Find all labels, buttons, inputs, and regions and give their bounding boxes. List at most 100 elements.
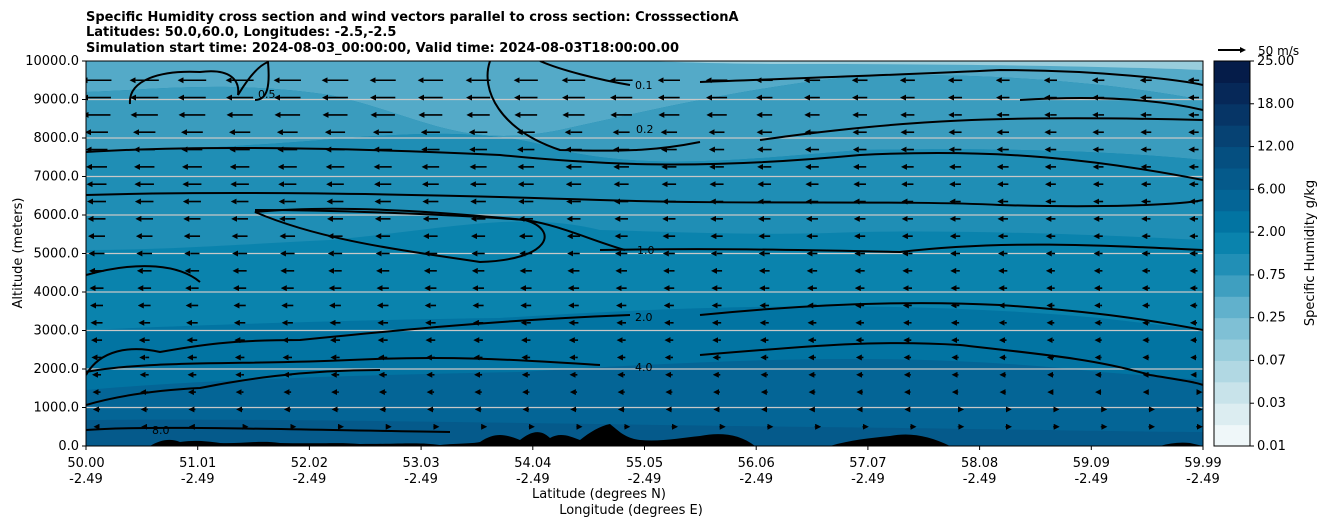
colorbar-tick-label: 12.00 (1257, 140, 1294, 155)
x-tick-label-lat: 58.08 (961, 456, 998, 471)
colorbar-segment (1214, 317, 1250, 340)
colorbar-segment (1214, 82, 1250, 105)
y-tick-label: 5000.0 (34, 247, 80, 262)
x-tick-label-lon: -2.49 (628, 472, 662, 487)
colorbar-tick-label: 0.75 (1257, 268, 1286, 283)
humidity-band-dry-upper (86, 61, 1203, 136)
x-tick-label-lat: 50.00 (67, 456, 104, 471)
contour-line-0-5-top (128, 61, 270, 105)
contour-labels: 0.1 0.2 0.5 1.0 2.0 4.0 8.0 (152, 79, 655, 437)
y-tick-label: 2000.0 (34, 362, 80, 377)
colorbar-segment (1214, 253, 1250, 276)
contour-label-0-1: 0.1 (635, 79, 653, 92)
y-tick-label: 3000.0 (34, 324, 80, 339)
terrain-silhouette (86, 424, 1203, 446)
x-tick-label-lat: 52.02 (291, 456, 328, 471)
colorbar-segment (1214, 274, 1250, 297)
contour-line-1 (86, 243, 1203, 283)
colorbar-ticks: 0.01 0.03 0.07 0.25 0.75 2.00 6.00 12.00 18.00 25… (1250, 54, 1294, 454)
x-tick-label-lon: -2.49 (69, 472, 103, 487)
x-tick-label-lon: -2.49 (851, 472, 885, 487)
contour-line-0-2-right (1019, 97, 1203, 111)
colorbar-segment (1214, 232, 1250, 254)
x-axis-label-latitude: Latitude (degrees N) (532, 487, 666, 502)
contour-line-0-5-upper (86, 147, 1203, 181)
colorbar-tick-label: 2.00 (1257, 225, 1286, 240)
plot-area (86, 61, 1203, 446)
colorbar-segment (1214, 403, 1250, 426)
x-tick-label-lon: -2.49 (739, 472, 773, 487)
colorbar-tick-label: 0.25 (1257, 311, 1286, 326)
colorbar-segment (1214, 381, 1250, 404)
y-axis: 0.0 1000.0 2000.0 3000.0 4000.0 5000.0 6000.0 7… (25, 54, 86, 454)
x-tick-label-lat: 54.04 (514, 456, 551, 471)
y-tick-label: 8000.0 (34, 131, 80, 146)
colorbar-tick-label: 0.07 (1257, 353, 1286, 368)
contour-line-2-closed (254, 207, 546, 264)
y-tick-label: 10000.0 (25, 54, 79, 69)
y-axis-label: Altitude (meters) (11, 198, 26, 309)
colorbar (1214, 61, 1250, 447)
contour-line-1-lower (86, 369, 381, 406)
x-tick-label-lat: 57.07 (849, 456, 886, 471)
y-tick-label: 0.0 (58, 439, 79, 454)
x-tick-label-lon: -2.49 (963, 472, 997, 487)
colorbar-tick-label: 18.00 (1257, 97, 1294, 112)
colorbar-tick-label: 25.00 (1257, 54, 1294, 69)
contour-label-1-0: 1.0 (637, 244, 655, 257)
x-tick-label-lon: -2.49 (404, 472, 438, 487)
contour-line-0-2 (486, 61, 1203, 152)
colorbar-segment (1214, 360, 1250, 383)
contour-line-0-5-lower (86, 191, 1203, 208)
chart-title-line-3: Simulation start time: 2024-08-03_00:00:… (86, 41, 679, 56)
x-tick-label-lat: 53.03 (402, 456, 439, 471)
contour-label-8-0: 8.0 (152, 424, 170, 437)
x-tick-label-lon: -2.49 (1186, 472, 1220, 487)
colorbar-segment (1214, 189, 1250, 212)
x-tick-label-lon: -2.49 (1074, 472, 1108, 487)
contour-label-2-0: 2.0 (635, 311, 653, 324)
colorbar-label: Specific Humidity g/kg (1303, 180, 1318, 326)
humidity-band-very-dry (640, 61, 1203, 70)
colorbar-segment (1214, 210, 1250, 233)
x-tick-label-lat: 59.99 (1184, 456, 1221, 471)
x-tick-label-lon: -2.49 (293, 472, 327, 487)
x-axis: 50.00-2.4951.01-2.4952.02-2.4953.03-2.49… (67, 446, 1222, 487)
x-tick-label-lon: -2.49 (181, 472, 215, 487)
colorbar-tick-label: 0.01 (1257, 439, 1286, 454)
contour-label-4-0: 4.0 (635, 361, 653, 374)
colorbar-tick-label: 0.03 (1257, 396, 1286, 411)
colorbar-segment (1214, 61, 1250, 83)
x-tick-label-lat: 59.09 (1073, 456, 1110, 471)
colorbar-segment (1214, 103, 1250, 126)
chart-title-line-2: Latitudes: 50.0,60.0, Longitudes: -2.5,-… (86, 25, 396, 40)
colorbar-segment (1214, 339, 1250, 361)
y-tick-label: 1000.0 (34, 401, 80, 416)
colorbar-segment (1214, 296, 1250, 319)
wind-reference-label: 50 m/s (1258, 44, 1299, 58)
colorbar-frame (1213, 60, 1251, 447)
x-tick-label-lat: 51.01 (179, 456, 216, 471)
contour-label-0-5: 0.5 (258, 88, 276, 101)
x-tick-label-lon: -2.49 (516, 472, 550, 487)
humidity-band-middle (86, 133, 1203, 250)
x-tick-label-lat: 55.05 (626, 456, 663, 471)
gridlines (86, 98, 1203, 409)
contour-line-8 (86, 426, 451, 433)
contour-line-4 (86, 342, 1203, 386)
x-axis-label-longitude: Longitude (degrees E) (559, 503, 703, 518)
contour-line-1-diagonal (254, 209, 626, 251)
contour-label-0-2: 0.2 (636, 123, 654, 136)
contour-line-0-1 (539, 61, 1203, 86)
chart-title-line-1: Specific Humidity cross section and wind… (86, 10, 739, 25)
y-tick-label: 7000.0 (34, 170, 80, 185)
contour-line-2 (86, 302, 1203, 376)
colorbar-segment (1214, 167, 1250, 190)
y-tick-label: 4000.0 (34, 285, 80, 300)
colorbar-segment (1214, 424, 1250, 447)
colorbar-segment (1214, 146, 1250, 169)
colorbar-segment (1214, 125, 1250, 148)
contour-lines (86, 61, 1203, 433)
x-tick-label-lat: 56.06 (738, 456, 775, 471)
